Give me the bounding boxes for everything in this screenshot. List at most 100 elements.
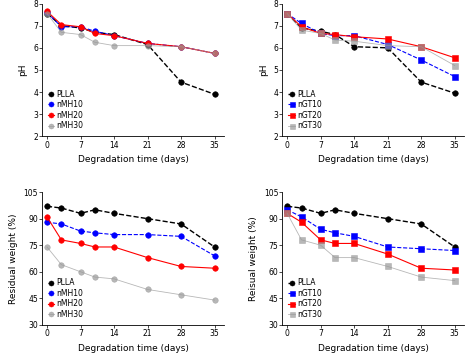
X-axis label: Degradation time (days): Degradation time (days) bbox=[78, 343, 189, 353]
nMH10 bbox=[212, 51, 218, 55]
PLLA bbox=[332, 32, 338, 37]
nMH20 bbox=[59, 238, 64, 242]
nGT20 bbox=[385, 37, 391, 41]
PLLA bbox=[284, 204, 290, 208]
nGT10 bbox=[332, 231, 338, 235]
nGT10 bbox=[452, 75, 458, 79]
PLLA bbox=[299, 26, 304, 30]
X-axis label: Degradation time (days): Degradation time (days) bbox=[318, 155, 429, 164]
nGT10 bbox=[332, 34, 338, 38]
nGT20 bbox=[418, 45, 424, 49]
nGT20 bbox=[452, 268, 458, 272]
nGT30 bbox=[351, 39, 357, 43]
nMH30 bbox=[44, 11, 50, 16]
PLLA bbox=[418, 222, 424, 226]
PLLA bbox=[385, 216, 391, 221]
PLLA bbox=[299, 206, 304, 210]
nMH10 bbox=[111, 34, 117, 38]
nMH30 bbox=[111, 277, 117, 281]
nMH30 bbox=[111, 44, 117, 48]
nGT20 bbox=[332, 241, 338, 246]
Line: nGT30: nGT30 bbox=[284, 11, 458, 68]
nGT20 bbox=[318, 31, 324, 36]
nGT30 bbox=[318, 243, 324, 247]
Legend: PLLA, nGT10, nGT20, nGT30: PLLA, nGT10, nGT20, nGT30 bbox=[286, 87, 324, 132]
nMH20 bbox=[44, 9, 50, 14]
Line: PLLA: PLLA bbox=[44, 11, 217, 97]
nMH30 bbox=[92, 275, 98, 279]
nGT30 bbox=[385, 264, 391, 268]
nMH10 bbox=[145, 232, 151, 237]
nGT30 bbox=[332, 256, 338, 260]
nMH30 bbox=[178, 45, 184, 49]
PLLA bbox=[212, 92, 218, 96]
nMH10 bbox=[78, 229, 83, 233]
nMH20 bbox=[111, 245, 117, 249]
nMH20 bbox=[59, 22, 64, 27]
PLLA bbox=[44, 204, 50, 208]
PLLA bbox=[385, 46, 391, 50]
nGT10 bbox=[385, 42, 391, 47]
Line: nMH10: nMH10 bbox=[44, 10, 217, 56]
nGT20 bbox=[351, 35, 357, 39]
PLLA bbox=[44, 11, 50, 16]
PLLA bbox=[178, 80, 184, 84]
Y-axis label: Residual weight (%): Residual weight (%) bbox=[9, 213, 18, 304]
PLLA bbox=[59, 206, 64, 210]
PLLA bbox=[284, 11, 290, 16]
nGT30 bbox=[332, 38, 338, 42]
PLLA bbox=[92, 30, 98, 35]
PLLA bbox=[452, 91, 458, 95]
nMH20 bbox=[44, 215, 50, 219]
nMH10 bbox=[59, 222, 64, 226]
PLLA bbox=[111, 211, 117, 216]
nMH10 bbox=[78, 25, 83, 29]
Line: nMH20: nMH20 bbox=[44, 214, 217, 271]
nMH10 bbox=[178, 234, 184, 238]
Line: nGT20: nGT20 bbox=[284, 11, 458, 61]
nMH10 bbox=[44, 10, 50, 15]
Legend: PLLA, nGT10, nGT20, nGT30: PLLA, nGT10, nGT20, nGT30 bbox=[286, 276, 324, 321]
nMH30 bbox=[92, 40, 98, 44]
nMH10 bbox=[178, 45, 184, 49]
nGT10 bbox=[418, 58, 424, 62]
nMH30 bbox=[78, 270, 83, 274]
PLLA bbox=[318, 29, 324, 33]
nGT30 bbox=[452, 64, 458, 68]
Line: PLLA: PLLA bbox=[284, 11, 458, 96]
nGT20 bbox=[318, 238, 324, 242]
nGT30 bbox=[418, 275, 424, 279]
Line: nGT20: nGT20 bbox=[284, 211, 458, 273]
nMH10 bbox=[212, 254, 218, 258]
X-axis label: Degradation time (days): Degradation time (days) bbox=[78, 155, 189, 164]
PLLA bbox=[418, 80, 424, 84]
nMH20 bbox=[78, 25, 83, 29]
nGT10 bbox=[452, 248, 458, 253]
nMH10 bbox=[92, 231, 98, 235]
nGT20 bbox=[299, 220, 304, 224]
nMH30 bbox=[59, 262, 64, 267]
nGT30 bbox=[351, 256, 357, 260]
nMH20 bbox=[178, 45, 184, 49]
PLLA bbox=[212, 245, 218, 249]
nGT10 bbox=[385, 245, 391, 249]
PLLA bbox=[78, 211, 83, 216]
nGT30 bbox=[299, 28, 304, 32]
PLLA bbox=[145, 42, 151, 47]
Line: nGT30: nGT30 bbox=[284, 211, 458, 283]
nMH20 bbox=[92, 245, 98, 249]
nGT30 bbox=[318, 31, 324, 36]
nGT20 bbox=[284, 211, 290, 216]
nMH20 bbox=[145, 256, 151, 260]
nMH20 bbox=[111, 34, 117, 38]
nMH20 bbox=[212, 51, 218, 55]
nMH20 bbox=[212, 266, 218, 270]
nGT30 bbox=[418, 45, 424, 49]
PLLA bbox=[78, 26, 83, 30]
Line: nGT10: nGT10 bbox=[284, 11, 458, 79]
nMH20 bbox=[92, 31, 98, 36]
PLLA bbox=[332, 208, 338, 212]
nGT20 bbox=[418, 266, 424, 270]
Line: PLLA: PLLA bbox=[284, 203, 458, 250]
nGT10 bbox=[299, 215, 304, 219]
